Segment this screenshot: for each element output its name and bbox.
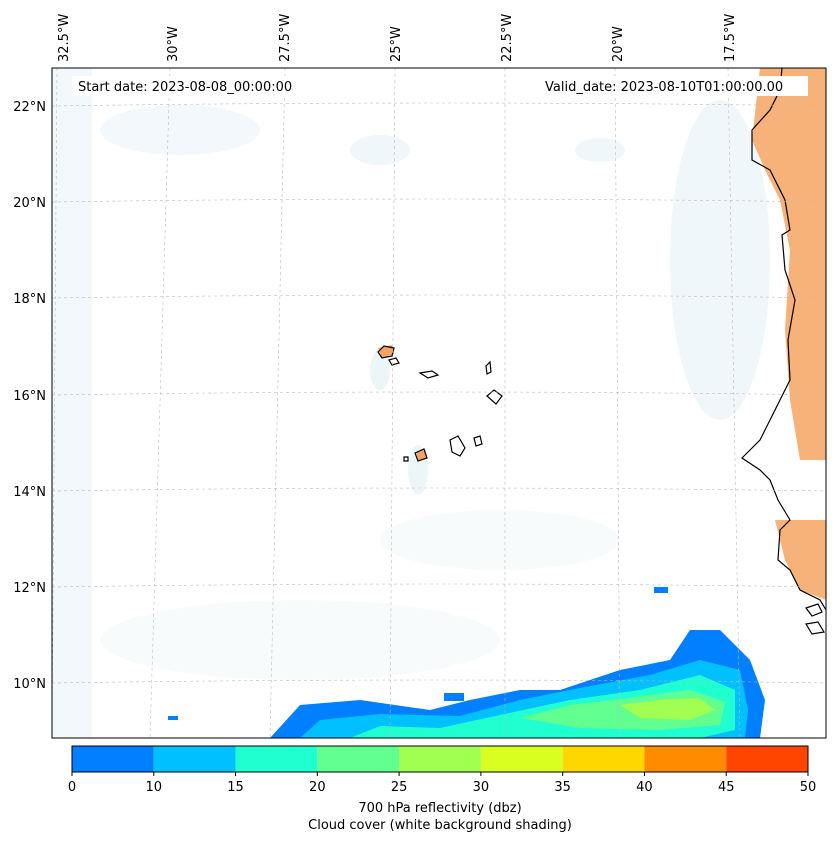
lon-label: 25°W (389, 26, 404, 62)
colorbar-segment (562, 746, 645, 772)
latitude-labels: 22°N 20°N 18°N 16°N 14°N 12°N 10°N (13, 100, 46, 692)
lat-label: 14°N (13, 485, 46, 500)
lon-label: 17.5°W (723, 14, 738, 62)
reflectivity-layer (168, 587, 765, 738)
colorbar-segment (235, 746, 318, 772)
map-background (52, 68, 826, 738)
colorbar-tick-label: 30 (473, 780, 490, 795)
lat-label: 16°N (13, 389, 46, 404)
colorbar-frame (71, 745, 809, 773)
graticule (51, 67, 827, 739)
lat-label: 18°N (13, 292, 46, 307)
colorbar-segment (644, 746, 727, 772)
start-date-label: Start date: 2023-08-08_00:00:00 (78, 80, 292, 95)
colorbar-segment (399, 746, 481, 772)
colorbar-tick-label: 10 (146, 780, 163, 795)
colorbar-tick-label: 20 (309, 780, 326, 795)
colorbar-segment (480, 746, 563, 772)
colorbar-tick-label: 40 (636, 780, 653, 795)
colorbar-tick-label: 35 (554, 780, 571, 795)
colorbar-ticks: 0 10 15 20 25 30 35 40 45 50 (68, 772, 816, 795)
cloud-cover-layer (52, 68, 770, 738)
lat-label: 12°N (13, 581, 46, 596)
longitude-labels: 32.5°W 30°W 27.5°W 25°W 22.5°W 20°W 17.5… (57, 14, 738, 62)
lat-label: 22°N (13, 100, 46, 115)
colorbar-tick-label: 0 (68, 780, 76, 795)
map-frame (51, 67, 827, 739)
valid-date-label: Valid_date: 2023-08-10T01:00:00.00 (545, 80, 783, 95)
colorbar-segment (72, 746, 154, 772)
colorbar (71, 745, 809, 773)
lon-label: 22.5°W (500, 14, 515, 62)
lon-label: 32.5°W (57, 14, 72, 62)
colorbar-segment (153, 746, 236, 772)
land-shading (378, 68, 826, 600)
colorbar-tick-label: 45 (718, 780, 735, 795)
lat-label: 20°N (13, 196, 46, 211)
lon-label: 30°W (166, 26, 181, 62)
colorbar-segment (726, 746, 808, 772)
colorbar-segment (317, 746, 400, 772)
colorbar-tick-label: 25 (391, 780, 408, 795)
colorbar-tick-label: 15 (227, 780, 244, 795)
lon-label: 20°W (611, 26, 626, 62)
colorbar-sublabel: Cloud cover (white background shading) (308, 818, 572, 833)
lat-label: 10°N (13, 677, 46, 692)
colorbar-label: 700 hPa reflectivity (dbz) (358, 801, 522, 816)
colorbar-tick-label: 50 (800, 780, 817, 795)
lon-label: 27.5°W (278, 14, 293, 62)
